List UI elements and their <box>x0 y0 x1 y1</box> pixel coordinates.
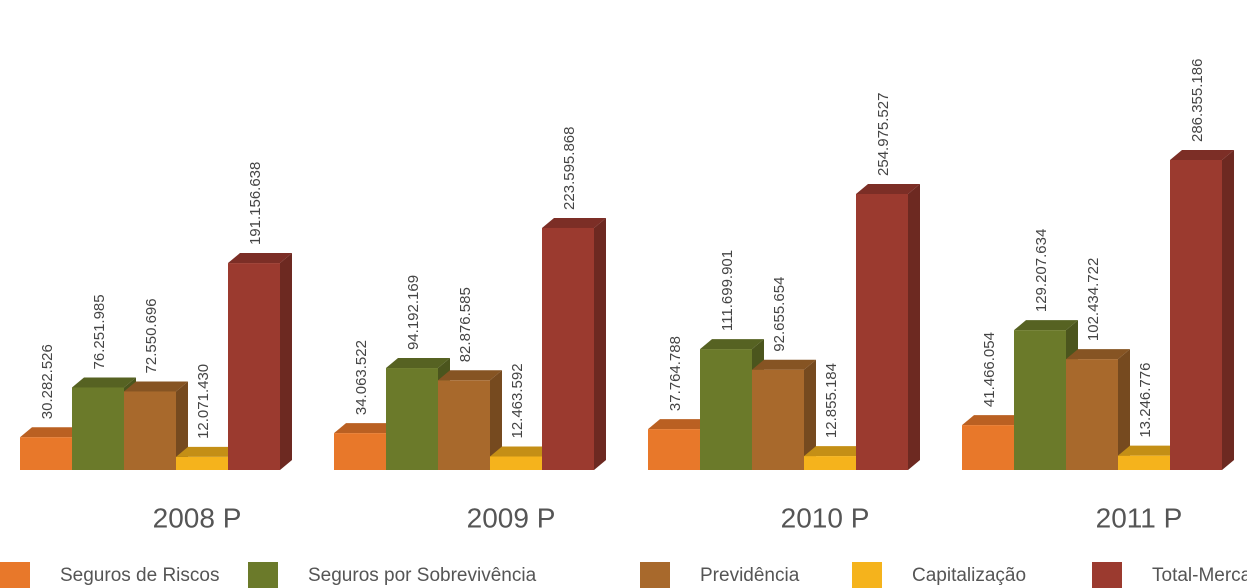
value-label: 76.251.985 <box>91 294 108 369</box>
bar-side <box>804 359 816 470</box>
bar-side <box>594 217 606 470</box>
bar-top <box>804 446 868 457</box>
bar-top <box>1170 150 1234 160</box>
bar <box>1066 359 1118 470</box>
value-label: 12.071.430 <box>195 364 212 439</box>
bar <box>176 456 228 470</box>
legend-swatch <box>1092 562 1122 588</box>
bar <box>386 368 438 470</box>
bar <box>752 369 804 470</box>
bar <box>700 349 752 470</box>
value-label: 94.192.169 <box>405 275 422 350</box>
value-label: 129.207.634 <box>1033 229 1050 312</box>
bar <box>490 456 542 470</box>
bar-top <box>752 359 816 370</box>
category-label: 2010 P <box>781 502 870 533</box>
bar-side <box>1222 150 1234 470</box>
value-label: 72.550.696 <box>143 298 160 373</box>
value-label: 34.063.522 <box>353 340 370 415</box>
legend-swatch <box>248 562 278 588</box>
bar-top <box>700 339 764 350</box>
category-label: 2009 P <box>467 502 556 533</box>
bar-top <box>438 370 502 381</box>
bar <box>438 380 490 470</box>
legend-swatch <box>852 562 882 588</box>
bar <box>856 193 908 470</box>
value-label: 12.463.592 <box>509 363 526 438</box>
bar-top <box>648 419 712 430</box>
legend-swatch <box>640 562 670 588</box>
value-label: 191.156.638 <box>247 162 264 245</box>
bar <box>1170 160 1222 470</box>
value-label: 254.975.527 <box>875 93 892 176</box>
value-label: 286.355.186 <box>1189 59 1206 142</box>
bar-top <box>72 377 136 388</box>
bar <box>1014 330 1066 470</box>
legend-swatch <box>0 562 30 588</box>
bar <box>962 425 1014 470</box>
legend-label: Previdência <box>700 565 800 586</box>
category-label: 2008 P <box>153 502 242 533</box>
value-label: 30.282.526 <box>39 344 56 419</box>
bar <box>1118 455 1170 470</box>
bar-top <box>124 381 188 392</box>
bar-top <box>1014 320 1078 331</box>
bar-top <box>1066 349 1130 360</box>
value-label: 82.876.585 <box>457 287 474 362</box>
bar <box>228 263 280 470</box>
bar <box>72 387 124 470</box>
bar-top <box>542 217 606 228</box>
bar-top <box>1118 445 1182 456</box>
bar-side <box>176 381 188 470</box>
value-label: 102.434.722 <box>1085 258 1102 341</box>
bar-side <box>908 183 920 470</box>
bar-top <box>386 358 450 369</box>
value-label: 12.855.184 <box>823 363 840 438</box>
bar <box>542 227 594 470</box>
bar-top <box>176 446 240 457</box>
value-label: 37.764.788 <box>667 336 684 411</box>
bar-top <box>856 183 920 194</box>
bar-top <box>20 427 84 438</box>
value-label: 13.246.776 <box>1137 363 1154 438</box>
legend-label: Seguros de Riscos <box>60 565 219 586</box>
bar <box>648 429 700 470</box>
bar-top <box>962 415 1026 426</box>
bar-top <box>334 423 398 434</box>
value-label: 111.699.901 <box>719 250 736 331</box>
value-label: 92.655.654 <box>771 277 788 352</box>
bar-side <box>490 370 502 470</box>
value-label: 41.466.054 <box>981 332 998 407</box>
bar-top <box>490 446 554 457</box>
bar-side <box>1118 349 1130 470</box>
bar <box>124 391 176 470</box>
legend-label: Seguros por Sobrevivência <box>308 565 537 586</box>
bar-top <box>228 253 292 264</box>
category-label: 2011 P <box>1096 502 1183 533</box>
legend-label: Total-Mercado <box>1152 565 1247 586</box>
legend-label: Capitalização <box>912 565 1026 586</box>
bar <box>334 433 386 470</box>
bar <box>804 456 856 470</box>
bar-side <box>280 253 292 470</box>
bar <box>20 437 72 470</box>
value-label: 223.595.868 <box>561 127 578 210</box>
